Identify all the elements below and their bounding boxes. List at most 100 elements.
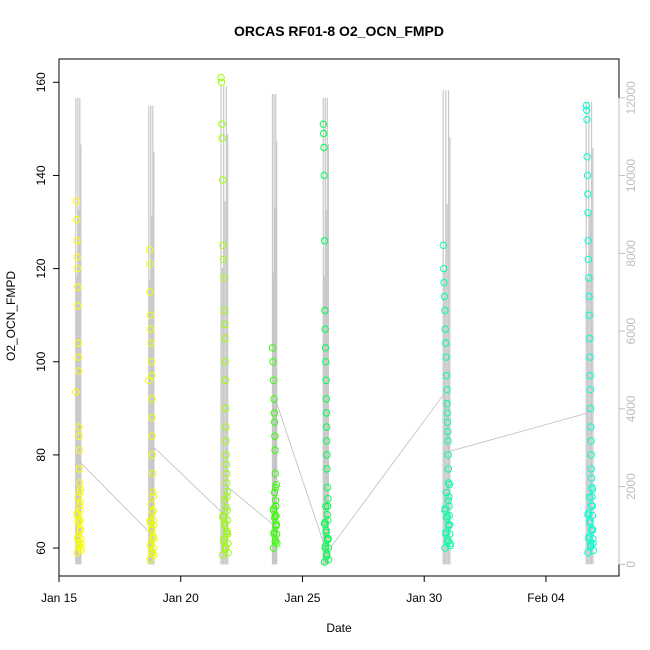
data-point xyxy=(221,334,229,343)
data-point xyxy=(146,311,155,319)
data-point xyxy=(441,306,449,315)
data-point xyxy=(270,488,279,497)
data-point xyxy=(149,469,157,478)
data-point xyxy=(222,469,231,478)
data-point xyxy=(272,502,280,510)
data-point xyxy=(74,519,83,527)
data-point xyxy=(321,344,330,352)
data-point xyxy=(440,292,449,301)
data-point xyxy=(587,501,596,509)
y-tick-label: 140 xyxy=(34,165,48,185)
data-point xyxy=(74,493,82,501)
data-point xyxy=(442,530,450,538)
data-point xyxy=(220,495,228,504)
data-point xyxy=(323,483,332,492)
data-point xyxy=(270,395,278,403)
data-point xyxy=(271,514,279,522)
y-tick-label: 100 xyxy=(34,351,48,371)
data-point xyxy=(217,78,226,86)
data-point xyxy=(220,274,228,282)
data-point xyxy=(586,385,595,394)
y-tick-label: 80 xyxy=(34,448,48,462)
data-point xyxy=(223,487,231,496)
data-point xyxy=(149,488,157,496)
data-point xyxy=(323,465,331,473)
data-point xyxy=(269,376,278,385)
y-axis-label: O2_OCN_FMPD xyxy=(4,271,18,361)
data-point xyxy=(322,502,330,511)
data-point xyxy=(443,514,451,522)
data-point xyxy=(445,502,453,510)
data-point xyxy=(272,481,281,489)
data-point xyxy=(444,496,453,505)
data-point xyxy=(222,451,230,459)
data-point xyxy=(73,283,82,291)
data-point xyxy=(322,358,330,366)
data-point xyxy=(321,325,329,333)
data-point xyxy=(147,542,155,550)
data-point xyxy=(445,481,454,489)
data-point xyxy=(320,520,329,528)
data-point xyxy=(321,306,329,315)
y-tick-label: 60 xyxy=(34,541,48,555)
data-point xyxy=(443,538,452,546)
data-point xyxy=(148,508,157,516)
data-point xyxy=(76,488,84,496)
data-point xyxy=(148,549,156,558)
data-point xyxy=(587,437,595,445)
data-point xyxy=(324,494,332,503)
data-point xyxy=(321,544,329,552)
data-point xyxy=(221,358,229,366)
data-point xyxy=(270,409,279,417)
data-point xyxy=(587,474,596,482)
data-point xyxy=(322,395,330,403)
data-point xyxy=(588,493,596,501)
data-point xyxy=(148,395,156,403)
data-point xyxy=(320,143,328,152)
data-point xyxy=(146,260,154,268)
y-tick-label: 160 xyxy=(34,72,48,92)
data-point xyxy=(269,506,278,515)
data-point xyxy=(583,115,591,124)
data-point xyxy=(583,153,591,161)
altitude-layer xyxy=(75,86,594,565)
data-point xyxy=(271,446,279,454)
data-point xyxy=(587,451,595,459)
chart-title: ORCAS RF01-8 O2_OCN_FMPD xyxy=(234,23,444,39)
data-point xyxy=(442,353,450,361)
data-point xyxy=(218,134,227,142)
data-point xyxy=(73,511,81,519)
data-point xyxy=(73,535,82,543)
data-point xyxy=(75,542,83,551)
data-point xyxy=(147,358,156,366)
data-point xyxy=(322,409,331,417)
data-point xyxy=(147,500,155,508)
data-point xyxy=(441,544,449,552)
data-point xyxy=(223,479,231,487)
data-point xyxy=(586,404,595,413)
data-point xyxy=(443,409,452,417)
y2-tick-label: 6000 xyxy=(624,317,638,344)
x-tick-label: Feb 04 xyxy=(527,591,565,605)
data-point xyxy=(75,432,83,440)
data-point xyxy=(222,529,231,537)
data-point xyxy=(442,372,451,380)
data-point xyxy=(73,215,81,224)
data-point xyxy=(147,339,155,347)
data-point xyxy=(319,120,328,128)
data-point xyxy=(223,507,231,515)
data-point xyxy=(147,372,156,380)
data-point xyxy=(445,522,453,530)
data-point xyxy=(73,264,82,273)
data-point xyxy=(586,372,594,380)
data-point xyxy=(442,339,450,347)
data-point xyxy=(323,451,331,459)
data-point xyxy=(146,288,154,296)
data-point xyxy=(588,502,596,510)
data-point xyxy=(585,493,594,501)
data-point xyxy=(443,385,451,394)
plot-frame xyxy=(58,58,620,577)
data-point xyxy=(271,469,280,478)
data-point xyxy=(145,246,154,254)
